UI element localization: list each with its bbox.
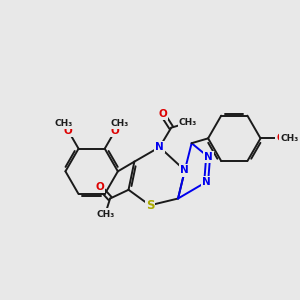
Text: O: O bbox=[277, 134, 285, 143]
Text: N: N bbox=[155, 142, 164, 152]
Text: CH₃: CH₃ bbox=[178, 118, 197, 127]
Text: N: N bbox=[202, 177, 211, 187]
Text: O: O bbox=[111, 126, 119, 136]
Text: O: O bbox=[64, 126, 73, 136]
Text: O: O bbox=[95, 182, 104, 192]
Text: N: N bbox=[204, 152, 212, 162]
Text: O: O bbox=[158, 109, 167, 119]
Text: CH₃: CH₃ bbox=[55, 119, 73, 128]
Text: CH₃: CH₃ bbox=[110, 119, 128, 128]
Text: CH₃: CH₃ bbox=[96, 210, 114, 219]
Text: S: S bbox=[146, 199, 154, 212]
Text: CH₃: CH₃ bbox=[280, 134, 299, 143]
Text: N: N bbox=[180, 165, 189, 176]
